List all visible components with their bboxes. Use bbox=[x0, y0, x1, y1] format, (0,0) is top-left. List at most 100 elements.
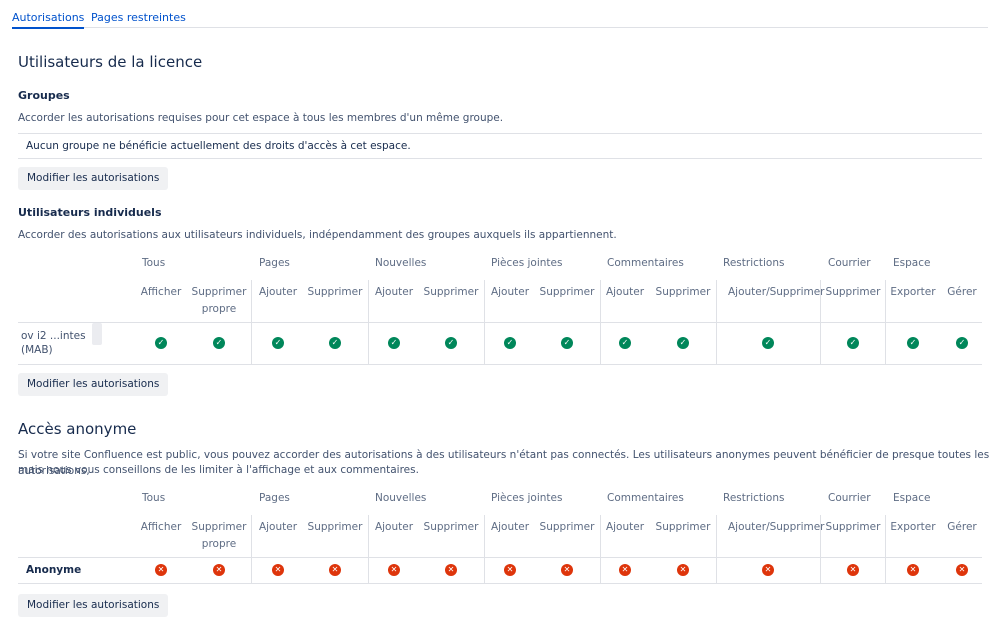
permission-column-label: Supprimer bbox=[423, 521, 479, 533]
permission-column-label: Exporter bbox=[890, 521, 936, 533]
cross-circle-icon: ✕ bbox=[677, 564, 689, 576]
cross-circle-icon: ✕ bbox=[213, 564, 225, 576]
check-circle-icon: ✓ bbox=[619, 337, 631, 349]
permission-column-label: Supprimer bbox=[307, 286, 363, 298]
cross-circle-icon: ✕ bbox=[561, 564, 573, 576]
user-name-line1: ov i2 ...intes bbox=[21, 330, 86, 342]
permission-column-header: Supprimer bbox=[643, 284, 723, 301]
permission-column-header: Ajouter bbox=[238, 284, 318, 301]
permission-column-label: Afficher bbox=[140, 286, 182, 298]
anonymous-description-line2: mais nous vous conseillons de les limite… bbox=[18, 464, 419, 476]
permission-column-label: Ajouter bbox=[258, 521, 298, 533]
permission-column-label: Supprimer bbox=[539, 521, 595, 533]
permission-column-header: Ajouter/Supprimer bbox=[728, 284, 825, 301]
check-circle-icon: ✓ bbox=[213, 337, 225, 349]
row-divider bbox=[18, 557, 982, 558]
check-circle-icon: ✓ bbox=[504, 337, 516, 349]
groups-description: Accorder les autorisations requises pour… bbox=[18, 112, 504, 124]
permission-column-header: Ajouter bbox=[354, 519, 434, 536]
permission-column-label: Supprimer bbox=[191, 286, 247, 298]
permission-group-header: Espace bbox=[893, 257, 931, 269]
anonymous-description-line1: Si votre site Confluence est public, vou… bbox=[18, 449, 990, 477]
column-separator bbox=[600, 515, 601, 583]
permission-column-label: Supprimer bbox=[655, 286, 711, 298]
permission-column-label: Gérer bbox=[947, 521, 977, 533]
user-name-line2: (MAB) bbox=[21, 344, 53, 356]
permission-column-label-line2: propre bbox=[201, 538, 237, 550]
permission-group-header: Pages bbox=[259, 257, 290, 269]
individuals-description: Accorder des autorisations aux utilisate… bbox=[18, 229, 617, 241]
anonymous-permission-table: Tous Pages Nouvelles Pièces jointes Commenta… bbox=[18, 487, 982, 585]
permission-column-label: Ajouter bbox=[258, 286, 298, 298]
individuals-permission-table: Tous Pages Nouvelles Pièces jointes Commenta… bbox=[18, 252, 982, 365]
permission-column-label: Ajouter/Supprimer bbox=[728, 521, 825, 533]
permission-column-label: Supprimer bbox=[423, 286, 479, 298]
row-divider bbox=[18, 364, 982, 365]
section-title-anonymous: Accès anonyme bbox=[18, 420, 137, 438]
cross-circle-icon: ✕ bbox=[762, 564, 774, 576]
permission-column-header: Supprimer bbox=[295, 284, 375, 301]
permission-column-header: Gérer bbox=[922, 284, 999, 301]
cross-circle-icon: ✕ bbox=[272, 564, 284, 576]
permission-column-header: Supprimer bbox=[411, 284, 491, 301]
permission-column-header: Supprimer bbox=[813, 284, 893, 301]
permission-column-header: Supprimer bbox=[643, 519, 723, 536]
check-circle-icon: ✓ bbox=[329, 337, 341, 349]
permission-group-header: Pièces jointes bbox=[491, 257, 563, 269]
permission-column-header: Ajouter bbox=[585, 519, 665, 536]
permission-column-header: Ajouter bbox=[470, 519, 550, 536]
check-circle-icon: ✓ bbox=[445, 337, 457, 349]
permission-column-header: Afficher bbox=[121, 519, 201, 536]
column-separator bbox=[885, 515, 886, 583]
cross-circle-icon: ✕ bbox=[155, 564, 167, 576]
permission-column-label-line2: propre bbox=[201, 303, 237, 315]
column-separator bbox=[484, 515, 485, 583]
permission-column-label: Gérer bbox=[947, 286, 977, 298]
permission-group-header: Restrictions bbox=[723, 257, 785, 269]
permission-column-header: Supprimer bbox=[527, 284, 607, 301]
permission-column-header: Supprimer bbox=[295, 519, 375, 536]
permission-group-header: Nouvelles bbox=[375, 257, 427, 269]
check-circle-icon: ✓ bbox=[907, 337, 919, 349]
permission-column-header: Ajouter bbox=[585, 284, 665, 301]
check-circle-icon: ✓ bbox=[847, 337, 859, 349]
permission-group-header: Courrier bbox=[828, 257, 871, 269]
groups-title: Groupes bbox=[18, 89, 70, 102]
check-circle-icon: ✓ bbox=[762, 337, 774, 349]
permission-column-header: Supprimer bbox=[813, 519, 893, 536]
check-circle-icon: ✓ bbox=[155, 337, 167, 349]
user-name-link[interactable]: ov i2 ...intes (MAB) bbox=[21, 330, 86, 356]
permission-column-label: Supprimer bbox=[191, 521, 247, 533]
tab-bar: Autorisations Pages restreintes bbox=[12, 0, 988, 29]
tab-pages-restreintes[interactable]: Pages restreintes bbox=[91, 11, 186, 24]
permission-column-label: Ajouter bbox=[374, 286, 414, 298]
permission-column-header: Ajouter bbox=[470, 284, 550, 301]
permission-group-header: Restrictions bbox=[723, 492, 785, 504]
permission-group-header: Pages bbox=[259, 492, 290, 504]
check-circle-icon: ✓ bbox=[677, 337, 689, 349]
permission-column-header: Ajouter bbox=[238, 519, 318, 536]
check-circle-icon: ✓ bbox=[272, 337, 284, 349]
anonymous-edit-button[interactable]: Modifier les autorisations bbox=[18, 594, 169, 617]
cross-circle-icon: ✕ bbox=[847, 564, 859, 576]
cross-circle-icon: ✕ bbox=[907, 564, 919, 576]
permission-column-label: Supprimer bbox=[825, 521, 881, 533]
groups-empty-message: Aucun groupe ne bénéficie actuellement d… bbox=[26, 140, 411, 152]
permission-column-label: Supprimer bbox=[825, 286, 881, 298]
permission-column-header: Supprimer bbox=[527, 519, 607, 536]
permission-column-label: Supprimer bbox=[655, 521, 711, 533]
cross-circle-icon: ✕ bbox=[619, 564, 631, 576]
permission-column-label: Ajouter bbox=[374, 521, 414, 533]
groups-edit-button[interactable]: Modifier les autorisations bbox=[18, 167, 169, 190]
permission-column-header: Gérer bbox=[922, 519, 999, 536]
individuals-edit-button[interactable]: Modifier les autorisations bbox=[18, 373, 169, 396]
row-divider bbox=[18, 322, 982, 323]
cross-circle-icon: ✕ bbox=[956, 564, 968, 576]
permission-column-label: Afficher bbox=[140, 521, 182, 533]
permission-column-label: Ajouter bbox=[490, 286, 530, 298]
tab-autorisations[interactable]: Autorisations bbox=[12, 11, 85, 29]
groups-empty-row: Aucun groupe ne bénéficie actuellement d… bbox=[18, 133, 982, 159]
permission-group-header: Commentaires bbox=[607, 257, 684, 269]
column-separator bbox=[820, 515, 821, 583]
permission-column-header: Ajouter bbox=[354, 284, 434, 301]
